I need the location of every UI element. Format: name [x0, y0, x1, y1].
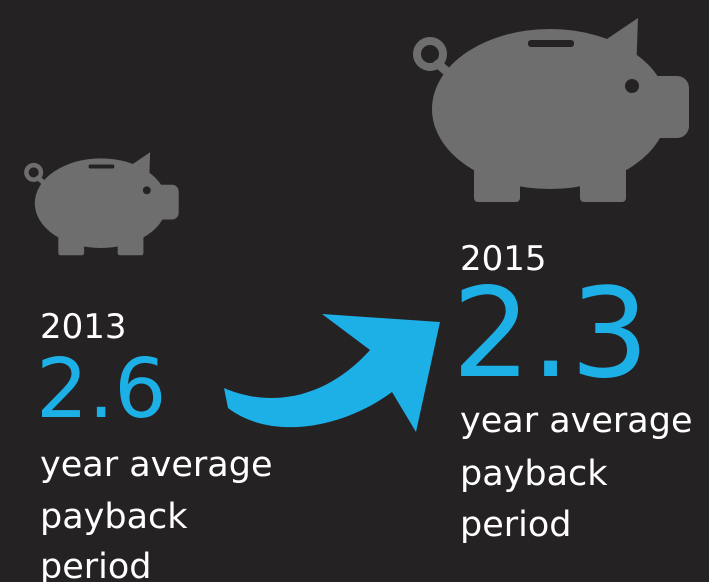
year: 2015: [460, 239, 547, 279]
description-line: year average: [460, 401, 693, 441]
description-line: period: [40, 547, 152, 582]
description-line: year average: [40, 445, 273, 485]
description-line: payback: [460, 454, 608, 494]
description-line: period: [460, 505, 572, 545]
value: 2.6: [36, 342, 166, 437]
year: 2013: [40, 307, 127, 347]
value: 2.3: [452, 262, 649, 406]
arrow: [224, 314, 440, 432]
description-line: payback: [40, 497, 188, 537]
